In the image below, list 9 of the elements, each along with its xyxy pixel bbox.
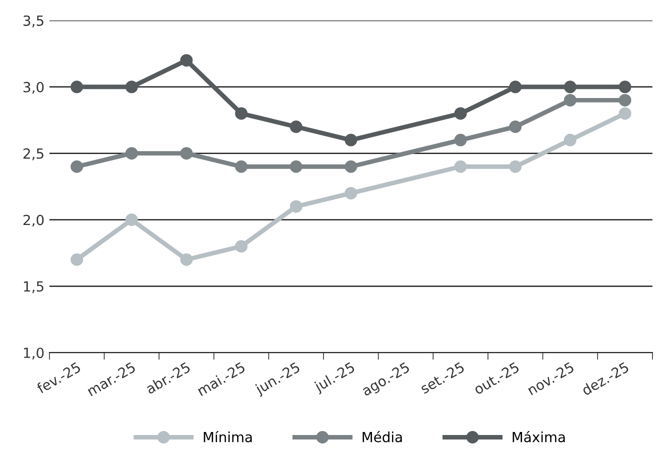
legend-label: Máxima [512, 431, 565, 442]
y-tick-label: 2,0 [23, 214, 44, 227]
y-tick-label: 3,5 [24, 15, 44, 28]
y-tick-label: 2,5 [23, 148, 44, 160]
legend-label: Média [362, 431, 402, 442]
y-tick-label: 1,5 [24, 281, 44, 294]
y-tick-label: 1,0 [24, 348, 44, 360]
legend-label: Mínima [204, 431, 252, 442]
y-tick-label: 3,0 [24, 82, 44, 94]
